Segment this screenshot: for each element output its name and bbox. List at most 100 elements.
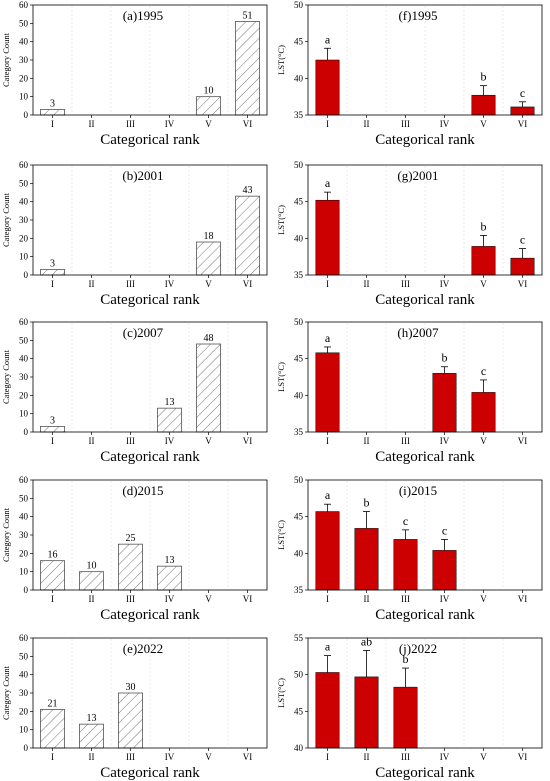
bar [40,709,65,749]
x-tick-label: III [126,436,135,446]
y-tick-label: 55 [294,633,304,643]
y-tick-label: 40 [19,197,29,207]
x-tick-label: IV [165,436,175,446]
x-tick-label: V [480,594,487,604]
bar [118,692,143,749]
panel-title: (j)2022 [399,641,437,656]
x-tick-label: V [205,119,212,129]
data-label: 13 [165,397,175,408]
bar [157,407,182,433]
y-tick-label: 20 [19,73,29,83]
data-label: 43 [243,185,253,196]
x-tick-label: II [364,279,370,289]
x-tick-label: I [51,594,54,604]
plot-frame [307,164,543,276]
plot-frame [307,637,543,749]
x-tick-label: VI [518,436,528,446]
panel-title: (e)2022 [123,641,163,656]
y-tick-label: 40 [19,37,29,47]
panel-title: (f)1995 [398,8,437,23]
significance-letter: b [481,70,487,84]
significance-letter: b [403,652,409,666]
y-tick-label: 50 [294,0,304,10]
bar [40,560,65,591]
significance-letter: ab [361,634,372,648]
y-tick-label: 60 [19,0,29,10]
significance-letter: b [481,219,487,233]
y-axis-title: LST(°C) [276,205,286,235]
x-tick-label: III [126,279,135,289]
y-tick-label: 0 [24,270,29,280]
bar [471,94,496,116]
bar [354,528,379,591]
significance-letter: c [520,233,525,247]
x-tick-label: IV [165,594,175,604]
x-tick-label: IV [165,119,175,129]
y-tick-label: 35 [294,270,304,280]
x-tick-label: VI [243,279,253,289]
data-label: 10 [204,86,214,97]
x-tick-label: III [401,752,410,762]
data-label: 10 [87,561,97,572]
data-label: 18 [204,231,214,242]
y-tick-label: 40 [294,743,304,753]
bar [315,511,340,591]
bar [510,257,535,276]
data-label: 3 [50,99,55,110]
x-tick-label: II [364,594,370,604]
plot-frame [307,4,543,116]
bar [315,352,340,433]
y-tick-label: 10 [19,252,29,262]
y-tick-label: 30 [19,688,29,698]
x-tick-label: II [89,279,95,289]
x-tick-label: IV [440,752,450,762]
bar [315,59,340,116]
y-tick-label: 40 [294,390,304,400]
data-label: 3 [50,259,55,270]
x-axis-title: Categorical rank [100,132,200,148]
x-tick-label: II [89,436,95,446]
data-label: 30 [126,682,136,693]
x-axis-title: Categorical rank [100,292,200,308]
y-tick-label: 35 [294,427,304,437]
bar [471,392,496,433]
x-tick-label: VI [243,594,253,604]
x-axis-title: Categorical rank [100,607,200,623]
y-tick-label: 30 [19,215,29,225]
significance-letter: c [442,523,447,537]
x-axis-title: Categorical rank [375,292,475,308]
y-axis-title: LST(°C) [276,520,286,550]
data-label: 3 [50,416,55,427]
bar [235,21,260,116]
y-tick-label: 40 [19,512,29,522]
x-tick-label: III [401,279,410,289]
significance-letter: a [325,488,331,502]
y-tick-label: 40 [19,670,29,680]
data-label: 48 [204,333,214,344]
significance-letter: b [442,351,448,365]
x-tick-label: V [480,752,487,762]
x-tick-label: II [89,119,95,129]
x-tick-label: I [326,594,329,604]
y-tick-label: 10 [19,567,29,577]
significance-letter: b [364,496,370,510]
panel-title: (h)2007 [397,325,439,340]
x-tick-label: III [401,436,410,446]
panel-title: (c)2007 [123,325,164,340]
x-tick-label: III [401,119,410,129]
x-tick-label: I [326,436,329,446]
x-tick-label: III [126,594,135,604]
significance-letter: a [325,32,331,46]
x-axis-title: Categorical rank [100,765,200,781]
bar [79,723,104,749]
plot-frame [307,479,543,591]
x-tick-label: I [326,279,329,289]
bar [315,199,340,276]
x-tick-label: VI [518,119,528,129]
significance-letter: a [325,176,331,190]
significance-letter: a [325,331,331,345]
